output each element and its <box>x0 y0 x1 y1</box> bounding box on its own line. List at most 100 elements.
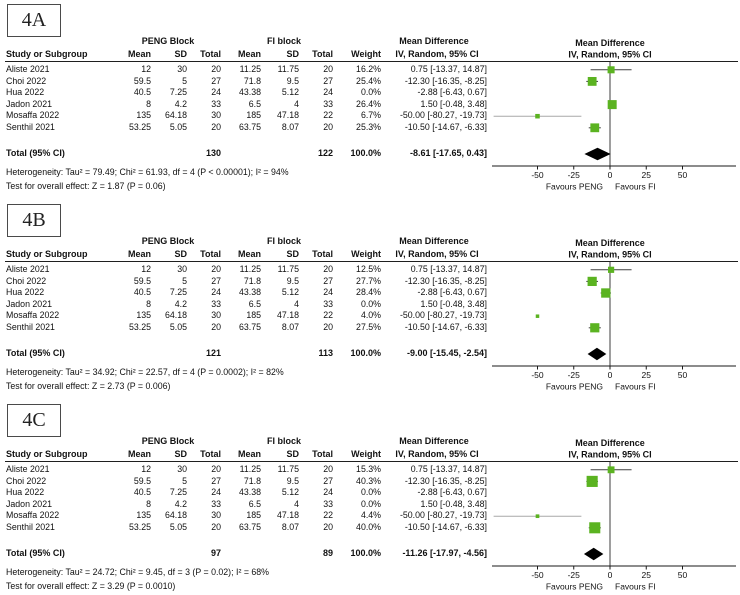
effect-column-title: Mean Difference <box>399 36 469 46</box>
fi-total-cell: 33 <box>323 98 333 109</box>
peng-mean-cell: 53.25 <box>128 521 151 532</box>
tick-label: -25 <box>568 370 581 380</box>
study-rows: Aliste 2021 12 30 20 11.25 11.75 20 15.3% 0.75 [… <box>6 464 493 534</box>
study-row: Aliste 2021 12 30 20 11.25 11.75 20 16.2% 0.75 [… <box>6 64 493 76</box>
col-mean-peng: Mean <box>127 449 151 459</box>
study-name-cell: Senthil 2021 <box>6 521 55 532</box>
peng-sd-cell: 4.2 <box>174 98 187 109</box>
total-weight: 100.0% <box>350 348 381 358</box>
fi-mean-cell: 43.38 <box>238 487 261 498</box>
group-header-peng-block: PENG Block <box>141 436 195 446</box>
fi-sd-cell: 9.5 <box>286 275 299 286</box>
group-header-peng-block: PENG Block <box>141 36 195 46</box>
ci-text-cell: 1.50 [-0.48, 3.48] <box>420 498 487 509</box>
peng-total-cell: 30 <box>211 510 221 521</box>
peng-mean-cell: 40.5 <box>133 287 151 298</box>
weight-cell: 25.3% <box>356 121 381 132</box>
weight-cell: 0.0% <box>360 498 381 509</box>
peng-mean-cell: 12 <box>141 264 151 274</box>
study-row: Mosaffa 2022 135 64.18 30 185 47.18 22 6.7% -50.… <box>6 110 493 122</box>
column-header-row: Study or Subgroup Mean SD Total Mean SD … <box>6 248 493 261</box>
weight-cell: 0.0% <box>360 87 381 98</box>
weight-cell: 15.3% <box>356 464 381 474</box>
fi-mean-cell: 185 <box>246 110 261 121</box>
plot-header-subtitle: IV, Random, 95% CI <box>568 250 651 260</box>
study-row: Hua 2022 40.5 7.25 24 43.38 5.12 24 28.4% -2.88 … <box>6 287 493 299</box>
ci-text-cell: -12.30 [-16.35, -8.25] <box>404 275 487 286</box>
tick-label: 0 <box>608 570 613 580</box>
peng-sd-cell: 30 <box>177 264 187 274</box>
weight-cell: 28.4% <box>356 287 381 298</box>
fi-total-cell: 24 <box>323 287 333 298</box>
peng-total-cell: 30 <box>211 110 221 121</box>
fi-mean-cell: 63.75 <box>238 521 261 532</box>
ci-text-cell: -12.30 [-16.35, -8.25] <box>404 475 487 486</box>
fi-sd-cell: 47.18 <box>276 310 299 321</box>
study-marker <box>590 323 600 333</box>
total-n-fi: 122 <box>317 148 333 158</box>
tick-label: 25 <box>642 570 652 580</box>
fi-sd-cell: 11.75 <box>277 464 299 474</box>
peng-sd-cell: 4.2 <box>174 298 187 309</box>
spacer-cell <box>221 547 261 559</box>
fi-mean-cell: 6.5 <box>248 298 261 309</box>
tick-label: 50 <box>678 570 688 580</box>
total-label: Total (95% CI) <box>6 548 65 558</box>
study-row: Jadon 2021 8 4.2 33 6.5 4 33 0.0% 1.50 [-0.48, 3… <box>6 299 493 311</box>
fi-sd-cell: 8.07 <box>281 521 299 532</box>
spacer-cell <box>111 347 151 359</box>
peng-mean-cell: 12 <box>141 64 151 74</box>
study-name-cell: Aliste 2021 <box>6 264 50 274</box>
study-marker <box>535 113 540 119</box>
total-n-peng: 97 <box>210 548 221 558</box>
ci-text-cell: 0.75 [-13.37, 14.87] <box>410 64 487 74</box>
study-name-cell: Jadon 2021 <box>6 298 52 309</box>
col-study: Study or Subgroup <box>6 249 88 259</box>
peng-mean-cell: 59.5 <box>133 475 151 486</box>
study-marker <box>535 314 540 318</box>
peng-sd-cell: 5.05 <box>169 521 187 532</box>
heterogeneity-text: Heterogeneity: Tau² = 24.72; Chi² = 9.45… <box>6 567 270 577</box>
col-effect-ci: IV, Random, 95% CI <box>395 449 479 459</box>
spacer-cell <box>221 147 261 159</box>
study-rows: Aliste 2021 12 30 20 11.25 11.75 20 16.2% 0.75 [… <box>6 64 493 134</box>
spacer-cell <box>261 547 299 559</box>
fi-sd-cell: 11.75 <box>277 64 299 74</box>
fi-total-cell: 33 <box>323 498 333 509</box>
study-row: Mosaffa 2022 135 64.18 30 185 47.18 22 4.4% -50.… <box>6 510 493 522</box>
peng-total-cell: 20 <box>211 264 221 274</box>
fi-mean-cell: 71.8 <box>243 275 261 286</box>
pooled-diamond <box>584 147 611 161</box>
header-underline <box>5 61 738 62</box>
peng-total-cell: 27 <box>211 275 221 286</box>
fi-total-cell: 20 <box>323 121 333 132</box>
fi-mean-cell: 185 <box>246 510 261 521</box>
col-mean-peng: Mean <box>127 249 151 259</box>
ci-text-cell: 1.50 [-0.48, 3.48] <box>420 98 487 109</box>
fi-sd-cell: 8.07 <box>281 121 299 132</box>
peng-total-cell: 24 <box>211 87 221 98</box>
ci-text-cell: 1.50 [-0.48, 3.48] <box>420 298 487 309</box>
fi-sd-cell: 4 <box>294 498 299 509</box>
total-weight: 100.0% <box>350 148 381 158</box>
favours-right-label: Favours FI <box>615 382 656 392</box>
col-sd-fi: SD <box>286 249 299 259</box>
fi-mean-cell: 71.8 <box>243 475 261 486</box>
ci-text-cell: -50.00 [-80.27, -19.73] <box>399 310 487 321</box>
total-row: Total (95% CI) 121 113 100.0% -9.00 [-15… <box>6 347 493 359</box>
col-weight: Weight <box>351 249 381 259</box>
study-row: Choi 2022 59.5 5 27 71.8 9.5 27 40.3% -12.30 [-1… <box>6 476 493 488</box>
weight-cell: 27.5% <box>356 321 381 332</box>
fi-mean-cell: 11.25 <box>239 464 261 474</box>
spacer-cell <box>151 347 187 359</box>
peng-mean-cell: 135 <box>136 510 151 521</box>
spacer-cell <box>111 547 151 559</box>
overall-effect-text: Test for overall effect: Z = 1.87 (P = 0… <box>6 181 166 191</box>
group-header-peng-block: PENG Block <box>141 236 195 246</box>
study-rows: Aliste 2021 12 30 20 11.25 11.75 20 12.5% 0.75 [… <box>6 264 493 334</box>
fi-total-cell: 24 <box>323 487 333 498</box>
study-marker <box>607 266 615 273</box>
overall-effect-text: Test for overall effect: Z = 2.73 (P = 0… <box>6 381 171 391</box>
favours-left-label: Favours PENG <box>546 382 603 392</box>
study-name-cell: Senthil 2021 <box>6 321 55 332</box>
